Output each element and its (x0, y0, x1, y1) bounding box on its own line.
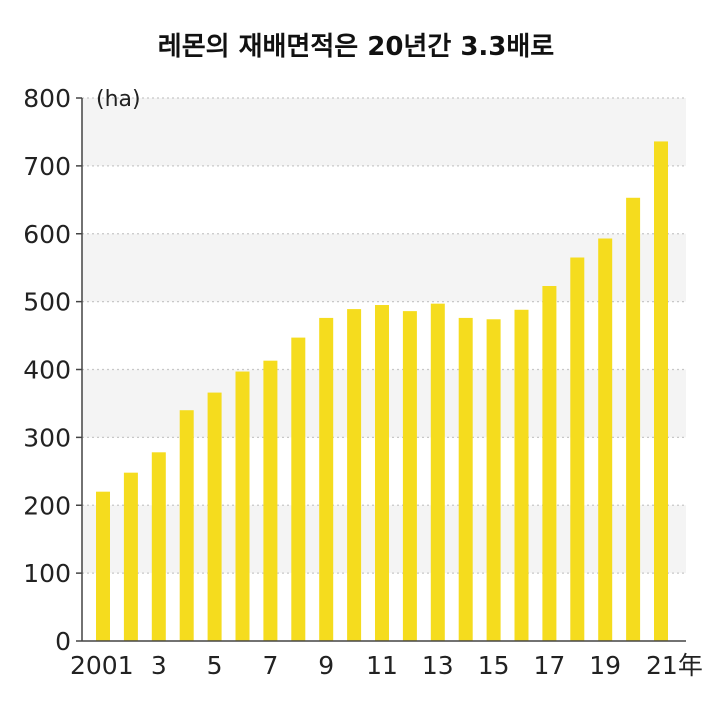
bar-2009 (319, 317, 334, 641)
y-tick-labels: 0 100 200 300 400 500 600 700 800 (23, 84, 71, 656)
axes (76, 97, 686, 642)
x-tick-label-2021: 21年 (646, 651, 703, 680)
bar-2017 (542, 286, 557, 641)
x-tick-label-2003: 3 (151, 651, 167, 680)
y-tick-label-600: 600 (23, 220, 71, 249)
x-tick-labels: 2001 3 5 7 9 11 13 15 17 19 21年 (70, 651, 703, 680)
chart-title: 레몬의 재배면적은 20년간 3.3배로 (157, 32, 555, 62)
bar-2019 (598, 238, 613, 641)
x-tick-label-2013: 13 (422, 651, 454, 680)
bar-2014 (458, 317, 473, 641)
x-tick-label-2009: 9 (318, 651, 334, 680)
bar-2001 (96, 491, 110, 641)
x-tick-label-2005: 5 (207, 651, 223, 680)
bar-2018 (570, 257, 585, 641)
x-tick-label-2019: 19 (589, 651, 621, 680)
y-tick-label-800: 800 (23, 84, 71, 113)
bar-2007 (263, 360, 278, 641)
bar-2006 (235, 371, 250, 641)
bar-2011 (375, 305, 389, 641)
bar-2016 (514, 309, 529, 641)
x-tick-label-2007: 7 (262, 651, 278, 680)
bar-2020 (626, 197, 641, 641)
x-tick-label-2001: 2001 (70, 651, 134, 680)
band-5 (82, 233, 686, 302)
x-tick-label-2015: 15 (478, 651, 510, 680)
band-7 (82, 98, 686, 166)
y-tick-label-500: 500 (23, 288, 71, 317)
bar-2021 (654, 141, 668, 641)
x-axis-year-suffix: 年 (678, 651, 703, 680)
bars (96, 141, 668, 641)
bar-2013 (430, 303, 445, 641)
y-tick-label-0: 0 (55, 627, 71, 656)
bar-2012 (402, 311, 417, 641)
bar-2003 (151, 452, 166, 641)
bar-2002 (123, 472, 138, 641)
y-tick-label-700: 700 (23, 152, 71, 181)
y-unit-label: (ha) (96, 87, 141, 112)
bar-2008 (291, 337, 306, 641)
x-tick-label-2011: 11 (366, 651, 398, 680)
bar-2010 (347, 309, 362, 641)
y-tick-label-300: 300 (23, 423, 71, 452)
bar-2015 (486, 319, 501, 641)
y-tick-label-400: 400 (23, 356, 71, 385)
bar-2005 (207, 392, 222, 641)
bar-2004 (179, 410, 194, 641)
x-tick-label-2017: 17 (533, 651, 565, 680)
y-tick-label-100: 100 (23, 559, 71, 588)
y-tick-label-200: 200 (23, 491, 71, 520)
